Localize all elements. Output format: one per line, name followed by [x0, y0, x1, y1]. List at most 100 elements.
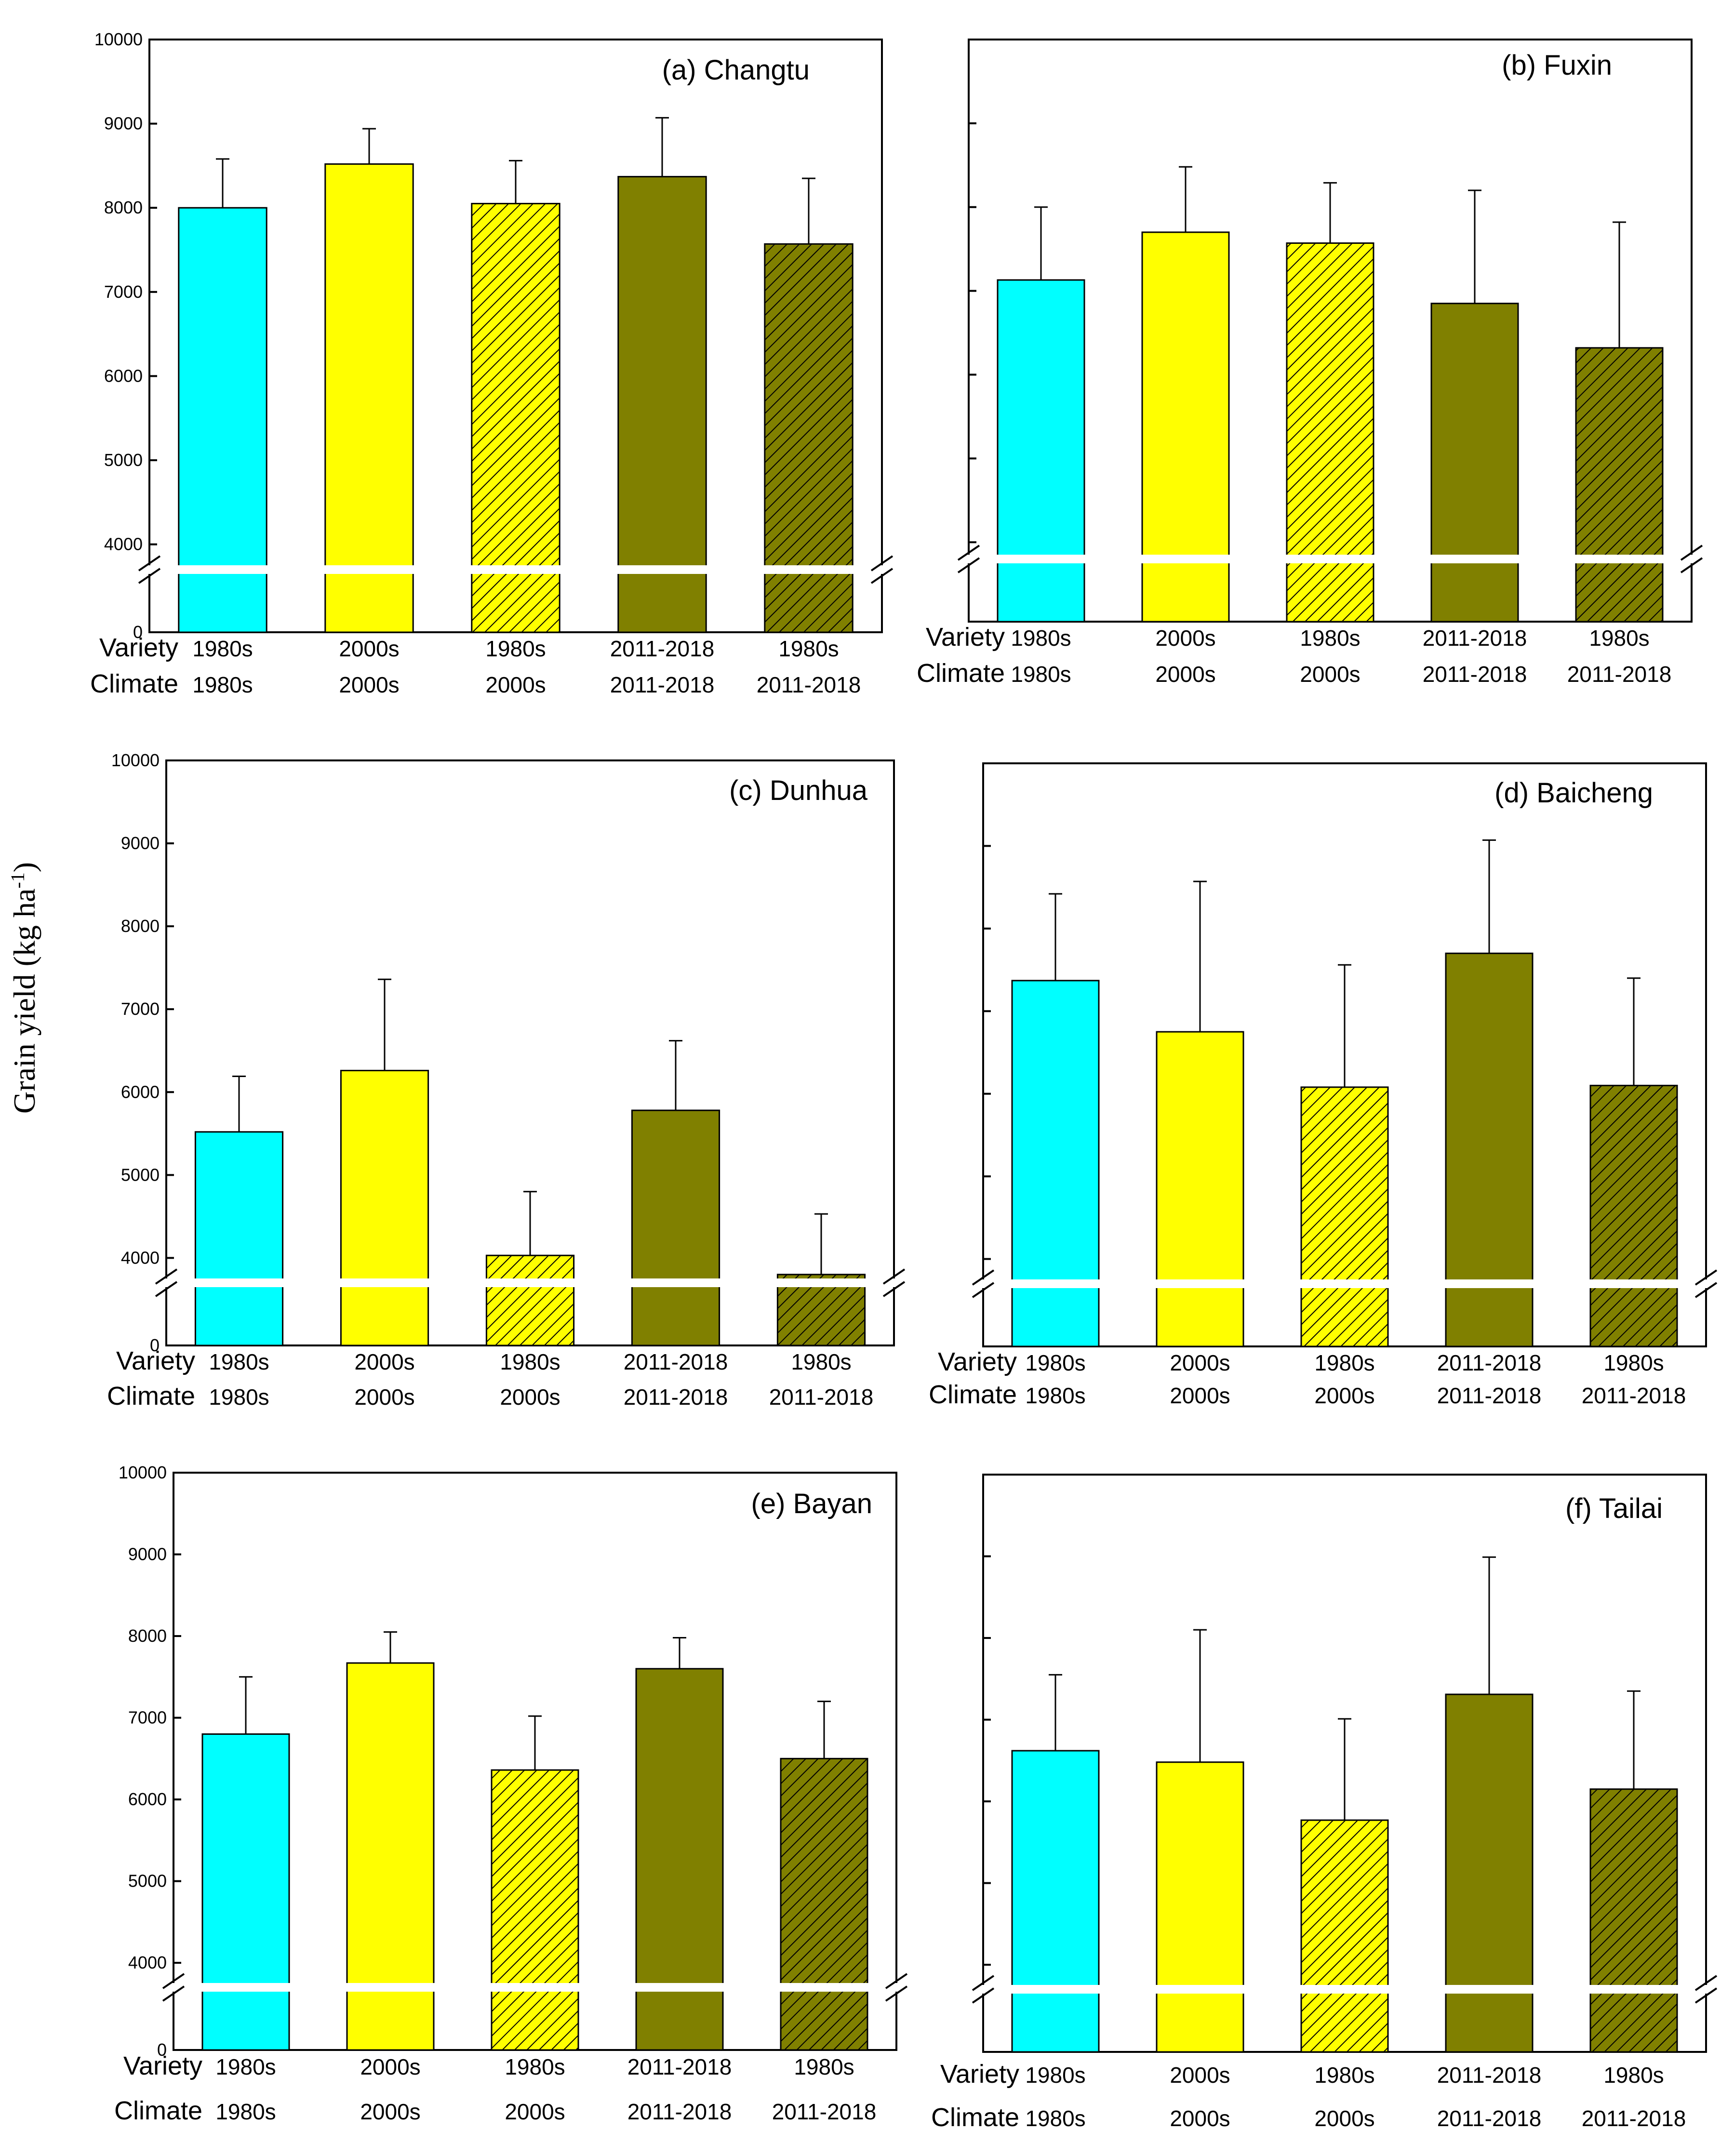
axis-break-band [970, 555, 1691, 563]
variety-label: 2011-2018 [1437, 2063, 1542, 2088]
y-tick-label: 5000 [104, 450, 143, 470]
y-tick-label: 10000 [94, 29, 143, 49]
bar [1445, 1693, 1534, 2053]
climate-label: 2011-2018 [1437, 1383, 1542, 1408]
bar [485, 1254, 575, 1346]
row-label-variety: Variety [940, 2060, 1019, 2089]
climate-label: 2000s [1170, 1383, 1230, 1408]
variety-label: 1980s [1314, 2063, 1374, 2088]
climate-label: 2000s [354, 1384, 414, 1410]
climate-label: 2000s [505, 2099, 565, 2124]
row-label-climate: Climate [917, 659, 1005, 688]
chart-panel-1: 0 4000 5000 6000 7000 8000 9000 10000 1980s 1980s… [90, 29, 894, 698]
climate-label: 2011-2018 [627, 2099, 732, 2124]
axis-break-mark [162, 1985, 185, 2002]
axis-break-mark [972, 1975, 995, 1991]
y-tick-label: 9000 [104, 114, 143, 133]
axis-break-band [984, 1985, 1705, 1994]
panel-title: (b) Fuxin [1502, 50, 1612, 81]
row-label-variety: Variety [938, 1347, 1017, 1376]
bar [617, 176, 707, 633]
y-tick-label: 10000 [111, 750, 160, 770]
bar [631, 1109, 720, 1346]
climate-label: 2011-2018 [1582, 1383, 1686, 1408]
bar [178, 207, 267, 633]
axis-break-mark [870, 555, 894, 572]
axis-break-gap [880, 565, 883, 574]
variety-label: 1980s [192, 636, 253, 661]
axis-break-mark [972, 1987, 995, 2004]
axis-break-gap [1705, 1985, 1707, 1994]
variety-label: 2000s [339, 636, 399, 661]
climate-label: 2000s [1314, 2106, 1374, 2131]
bar [1011, 1750, 1100, 2053]
variety-label: 2011-2018 [1437, 1350, 1542, 1375]
y-tick-label: 7000 [121, 999, 160, 1019]
y-tick-label: 4000 [121, 1248, 160, 1267]
axis-break-gap [982, 1279, 985, 1288]
climate-label: 2000s [360, 2099, 420, 2124]
axis-break-mark [957, 557, 980, 573]
chart-panel-4: 1980s 1980s 2000s 2000s 1980s 2000s 2011-2018 2… [929, 762, 1718, 1409]
axis-break-mark [882, 1268, 906, 1285]
y-tick-label: 5000 [128, 1871, 167, 1891]
y-tick-label: 9000 [121, 833, 160, 853]
row-label-climate: Climate [114, 2096, 202, 2125]
y-tick-label: 9000 [128, 1544, 167, 1564]
axis-break-mark [885, 1973, 908, 1989]
variety-label: 1980s [1025, 1350, 1085, 1375]
panel-title: (f) Tailai [1565, 1493, 1663, 1524]
y-tick-label: 4000 [104, 534, 143, 554]
bar [1300, 1819, 1389, 2053]
y-tick-label: 0 [150, 1335, 160, 1355]
bar [340, 1070, 429, 1346]
panel-title: (d) Baicheng [1494, 777, 1653, 809]
y-axis-title: Grain yield (kg ha-1) [7, 862, 41, 1114]
climate-label: 1980s [215, 2099, 276, 2124]
variety-label: 1980s [794, 2054, 854, 2079]
climate-label: 2000s [339, 672, 399, 697]
bar [997, 279, 1085, 623]
axis-break-band [174, 1983, 895, 1992]
variety-label: 1980s [1300, 626, 1360, 651]
variety-label: 2000s [1155, 626, 1215, 651]
variety-label: 1980s [209, 1349, 269, 1374]
axis-break-mark [972, 1269, 995, 1286]
bar [471, 202, 560, 633]
row-label-climate: Climate [929, 1380, 1017, 1409]
bar [1011, 980, 1100, 1347]
axis-break-mark [882, 1281, 906, 1297]
axis-break-mark [1694, 1975, 1718, 1991]
axis-break-gap [165, 1278, 168, 1287]
y-tick-label: 7000 [128, 1708, 167, 1728]
variety-label: 1980s [1025, 2063, 1085, 2088]
variety-label: 1980s [500, 1349, 560, 1374]
axis-break-gap [893, 1278, 895, 1287]
bar [1286, 242, 1374, 623]
variety-label: 1980s [1314, 1350, 1374, 1375]
bar [1589, 1788, 1678, 2053]
y-tick-label: 4000 [128, 1953, 167, 1972]
y-tick-label: 8000 [128, 1626, 167, 1646]
panels: 0 4000 5000 6000 7000 8000 9000 10000 1980s 1980s… [90, 29, 1718, 2132]
climate-label: 2000s [485, 672, 546, 697]
variety-label: 1980s [485, 636, 546, 661]
row-label-variety: Variety [123, 2051, 202, 2080]
chart-panel-6: 1980s 1980s 2000s 2000s 1980s 2000s 2011-2018 2… [931, 1474, 1718, 2132]
row-label-climate: Climate [90, 669, 178, 698]
panel-title: (e) Bayan [751, 1488, 872, 1519]
y-tick-label: 10000 [119, 1463, 167, 1482]
y-tick-label: 6000 [104, 366, 143, 386]
bar [194, 1131, 284, 1346]
climate-label: 2011-2018 [1567, 662, 1672, 687]
row-label-variety: Variety [926, 623, 1005, 652]
axis-break-gap [982, 1985, 985, 1994]
axis-break-mark [1694, 1987, 1718, 2004]
bar [1300, 1086, 1389, 1347]
y-tick-label: 5000 [121, 1165, 160, 1184]
climate-label: 2000s [1170, 2106, 1230, 2131]
climate-label: 2011-2018 [769, 1384, 874, 1410]
variety-label: 2000s [1170, 2063, 1230, 2088]
axis-break-mark [1694, 1282, 1718, 1298]
row-label-variety: Variety [99, 633, 178, 662]
